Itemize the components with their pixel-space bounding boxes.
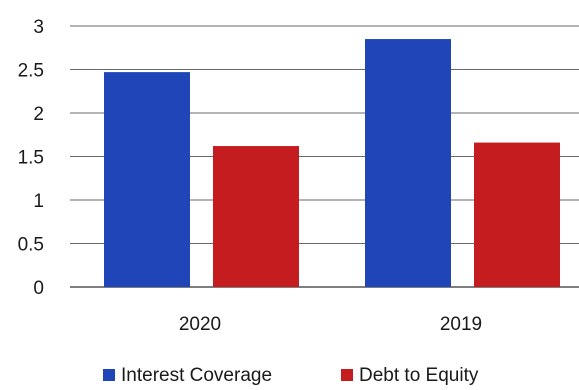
y-tick-label: 0 xyxy=(33,278,44,299)
x-tick-label: 2020 xyxy=(179,314,221,335)
legend-swatch xyxy=(103,369,115,381)
bar-debt-to-equity xyxy=(474,142,560,287)
x-tick-label: 2019 xyxy=(440,314,482,335)
y-tick-label: 2 xyxy=(33,104,44,125)
bar-interest-coverage xyxy=(365,39,451,287)
y-tick-label: 1 xyxy=(33,191,44,212)
bar-debt-to-equity xyxy=(213,146,299,287)
y-tick-label: 0.5 xyxy=(18,235,44,256)
y-tick-label: 2.5 xyxy=(18,61,44,82)
bar-interest-coverage xyxy=(104,72,190,287)
y-tick-label: 3 xyxy=(33,17,44,38)
legend-label: Interest Coverage xyxy=(121,365,272,386)
legend-swatch xyxy=(341,369,353,381)
legend-label: Debt to Equity xyxy=(359,365,479,386)
y-tick-label: 1.5 xyxy=(18,148,44,169)
